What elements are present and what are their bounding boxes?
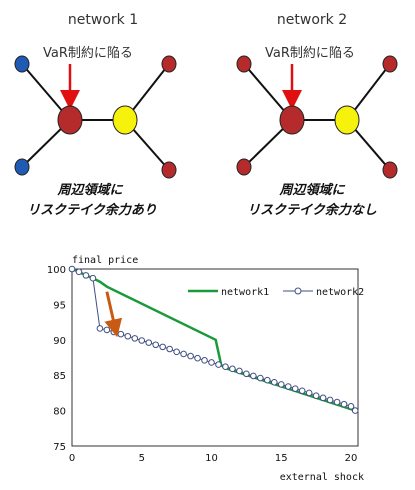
series-network2-point <box>117 330 125 338</box>
network-1-center-node <box>57 105 83 135</box>
x-tick-label: 5 <box>139 453 145 464</box>
series-network2-point <box>103 326 111 334</box>
series-network2-point <box>291 385 299 392</box>
series-network2-point <box>152 341 160 349</box>
series-network2-point <box>229 365 236 373</box>
series-network2-point <box>236 367 243 375</box>
network-1-node-bottom-left <box>14 158 30 176</box>
network-2-title: network 2 <box>277 12 347 28</box>
series-network2-point <box>82 272 90 279</box>
series-network2-point <box>215 361 222 368</box>
series-network2-point <box>319 394 327 402</box>
chart-legend: network1 network2 <box>188 287 364 298</box>
network-2-arrow-label: VaR制約に陥る <box>265 46 355 61</box>
series-network2-point <box>284 383 292 390</box>
series-network2-point <box>75 268 83 276</box>
series-network2-point <box>340 400 348 408</box>
series-network2-point <box>351 407 359 414</box>
network-2-caption-line2: リスクテイク余力なし <box>247 202 377 218</box>
series-network2-point <box>264 376 271 384</box>
network-2-hub-node <box>334 105 360 135</box>
network-1-arrow-label: VaR制約に陥る <box>43 46 133 61</box>
network-1-node-bottom-right <box>161 161 177 179</box>
network-2-diagram: network 2 VaR制約に陥る 周辺領域に リスクテイク余力なし <box>236 12 398 218</box>
series-network2-point <box>173 348 180 356</box>
x-tick-label: 20 <box>345 453 358 464</box>
series-network2-point <box>89 274 97 282</box>
series-network2-point <box>131 335 139 342</box>
y-tick-label: 90 <box>53 336 66 347</box>
x-axis-label: external shock <box>280 472 364 483</box>
series-network2-point <box>270 378 278 386</box>
series-network2-point <box>222 363 229 371</box>
legend-network2-marker <box>294 287 302 295</box>
y-tick-label: 95 <box>53 300 66 311</box>
network-2-node-top-left <box>236 55 252 73</box>
network-1-caption-line2: リスクテイク余力あり <box>27 202 157 218</box>
series-network2-point <box>110 328 118 336</box>
y-tick-labels: 75 80 85 90 95 100 <box>47 265 66 453</box>
network-1-node-top-left <box>14 55 30 73</box>
series-network2-point <box>305 389 313 397</box>
network-1-hub-node <box>112 105 138 135</box>
x-tick-label: 0 <box>69 453 75 464</box>
series-network2-point <box>166 345 173 353</box>
plot-area-frame <box>71 268 359 447</box>
series-network2-point <box>159 343 166 351</box>
network-2-node-top-right <box>382 55 398 73</box>
series-network2-point <box>257 374 264 382</box>
series-network2-point <box>180 350 187 358</box>
x-tick-label: 15 <box>275 453 288 464</box>
series-network2-point <box>326 396 334 404</box>
series-network2-point <box>96 325 104 332</box>
network-1-node-top-right <box>161 55 177 73</box>
series-network2-point <box>145 339 153 346</box>
series-network2-point <box>138 337 146 344</box>
y-tick-label: 85 <box>53 371 66 382</box>
series-network2-point <box>194 354 201 362</box>
x-tick-label: 10 <box>205 453 218 464</box>
legend-network2-label: network2 <box>316 287 364 298</box>
network-2-node-bottom-right <box>382 161 398 179</box>
series-network2-point <box>347 403 355 410</box>
series-network2-point <box>208 359 215 366</box>
series-layer <box>68 265 359 414</box>
series-network2-point <box>68 265 76 273</box>
y-tick-label: 80 <box>53 407 66 418</box>
network-2-center-node <box>279 105 305 135</box>
network-1-caption-line1: 周辺領域に <box>56 182 123 198</box>
series-network2-point <box>250 372 257 380</box>
series-network2-point <box>312 392 320 400</box>
series-network2-point <box>298 387 306 395</box>
drop-annotation-arrow <box>104 291 123 338</box>
y-tick-label: 100 <box>47 265 66 276</box>
series-network2-point <box>277 381 285 388</box>
series-network2-point <box>201 357 208 364</box>
series-network2-point <box>187 352 194 360</box>
series-network2-point <box>243 370 250 378</box>
network-2-caption-line1: 周辺領域に <box>278 182 345 198</box>
series-network2-point <box>124 332 132 340</box>
y-tick-label: 75 <box>53 442 66 453</box>
series-network2-point <box>333 398 341 406</box>
x-tick-labels: 0 5 10 15 20 <box>69 453 358 464</box>
network-1-title: network 1 <box>68 12 138 28</box>
legend-network1-label: network1 <box>221 287 269 298</box>
y-axis-label: final price <box>72 255 138 266</box>
network-2-node-bottom-left <box>236 158 252 176</box>
price-chart: final price external shock 7580859095100… <box>47 255 364 483</box>
network-1-diagram: network 1 VaR制約に陥る 周辺領域に リスクテイク余力あり <box>14 12 177 218</box>
